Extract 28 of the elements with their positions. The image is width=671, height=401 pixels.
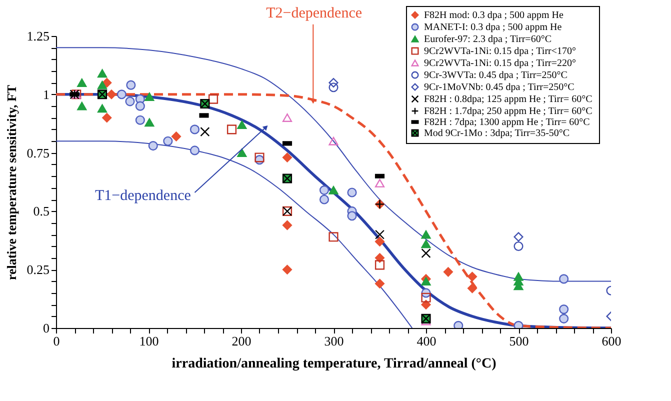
legend-label: MANET-I: 0.3 dpa ; 500 appm He <box>424 22 562 33</box>
x-axis-title: irradiation/annealing temperature, Tirrad/anneal (°C) <box>172 356 497 372</box>
y-tick-label: 0.5 <box>33 204 50 219</box>
x-tick-label: 500 <box>509 334 529 348</box>
legend-label: 9Cr-1MoVNb: 0.45 dpa ; Tirr=250°C <box>424 82 575 93</box>
annotation: T2−dependence <box>266 6 362 22</box>
annotation: T1−dependence <box>94 188 192 204</box>
y-tick-label: 1 <box>43 86 50 102</box>
legend-label: Eurofer-97: 2.3 dpa ; Tirr=60°C <box>424 34 552 45</box>
legend-label: F82H : 0.8dpa; 125 appm He ; Tirr= 60°C <box>424 94 593 105</box>
legend-label: 9Cr-3WVTa: 0.45 dpa ; Tirr=250°C <box>424 70 568 81</box>
y-axis-title: relative temperature sensitivity, FT <box>4 84 19 280</box>
y-tick-label: 1.25 <box>26 28 50 44</box>
legend-label: F82H : 1.7dpa; 250 appm He ; Tirr= 60°C <box>424 106 593 117</box>
x-tick-label: 100 <box>139 334 159 348</box>
legend-label: Mod 9Cr-1Mo : 3dpa; Tirr=35-50°C <box>424 128 570 139</box>
y-tick-label: 0 <box>43 320 50 336</box>
x-tick-label: 400 <box>416 334 436 348</box>
legend-label: F82H mod: 0.3 dpa ; 500 appm He <box>424 10 564 21</box>
x-tick-label: 600 <box>602 334 622 348</box>
legend-label: F82H : 7dpa; 1300 appm He ; Tirr= 60°C <box>424 117 590 128</box>
legend-label: 9Cr2WVTa-1Ni: 0.15 dpa ; Tirr<170° <box>424 46 576 57</box>
x-tick-label: 0 <box>53 334 60 348</box>
y-tick-label: 0.75 <box>26 145 50 160</box>
legend-label: 9Cr2WVTa-1Ni: 0.15 dpa ; Tirr=220° <box>424 58 576 69</box>
y-tick-label: 0.25 <box>26 262 50 278</box>
x-tick-label: 200 <box>232 334 252 348</box>
x-tick-label: 300 <box>324 334 344 348</box>
